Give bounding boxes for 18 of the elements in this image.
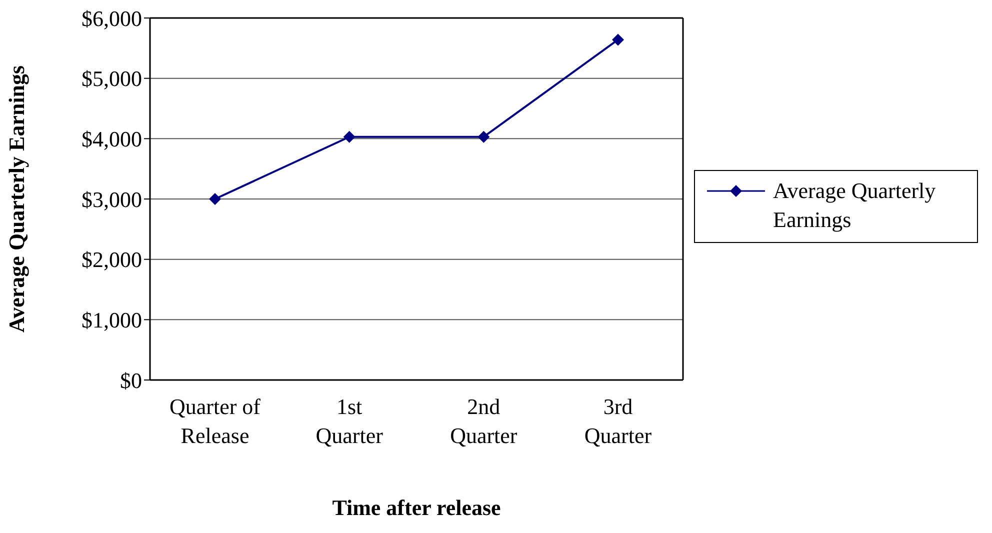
point xyxy=(343,130,356,143)
x-tick-label: 3rd Quarter xyxy=(584,394,652,448)
y-tick-label: $1,000 xyxy=(82,307,142,332)
y-axis-title: Average Quarterly Earnings xyxy=(4,64,29,333)
point xyxy=(478,130,490,143)
y-tick-label: $4,000 xyxy=(82,126,142,152)
x-tick-label: 2nd Quarter xyxy=(450,394,518,448)
x-tick-label: Quarter of Release xyxy=(169,394,262,448)
point xyxy=(612,34,624,46)
y-tick-label: $2,000 xyxy=(82,247,142,272)
point xyxy=(209,193,221,205)
y-tick-label: $6,000 xyxy=(82,6,142,31)
legend-label: Average Quarterly Earnings xyxy=(773,177,937,234)
y-tick-label: $0 xyxy=(120,368,142,393)
x-tick-label: 1st Quarter xyxy=(316,394,384,448)
y-tick-label: $3,000 xyxy=(82,186,142,212)
y-tick-label: $5,000 xyxy=(82,66,142,92)
x-axis-title: Time after release xyxy=(332,495,502,520)
